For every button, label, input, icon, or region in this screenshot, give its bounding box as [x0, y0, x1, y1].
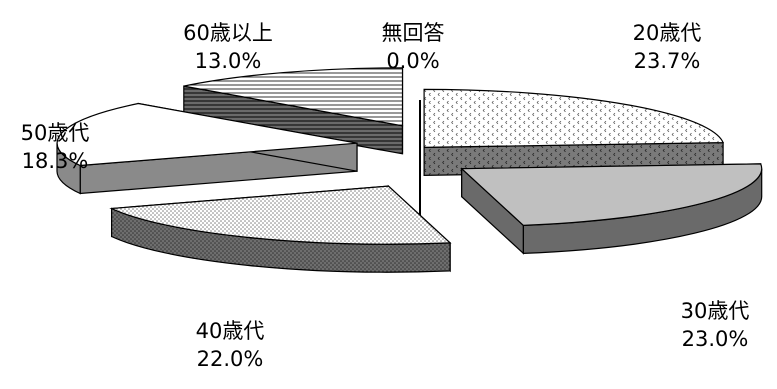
slice-label-4: 50歳代 [21, 121, 90, 145]
pie-slice-top [56, 102, 358, 167]
slice-label-6: 無回答 [382, 21, 445, 45]
slice-value-label-1: 23.7% [634, 49, 701, 73]
pie-slice-1 [423, 88, 725, 177]
pie-labels: 20歳代 23.7% 30歳代 23.0% 40歳代 22.0% 50歳代 18.3% 60歳以… [21, 21, 750, 371]
slice-value-label-4: 18.3% [22, 149, 89, 173]
pie-slice-top [423, 88, 725, 149]
slice-label-5: 60歳以上 [183, 21, 273, 45]
pie-slice-top [183, 67, 404, 127]
slice-label-3: 40歳代 [196, 319, 265, 343]
pie-slice-top [109, 185, 452, 245]
slice-value-label-6: 0.0% [386, 49, 439, 73]
slice-label-1: 20歳代 [633, 21, 702, 45]
pie-slice-4 [56, 102, 358, 195]
slice-label-2: 30歳代 [681, 299, 750, 323]
slice-value-label-2: 23.0% [682, 327, 749, 351]
pie-slice-top [460, 163, 763, 227]
pie-slice-2 [460, 163, 763, 255]
pie-slice-3 [109, 184, 452, 273]
pie-slice-5 [183, 67, 404, 155]
pie-slices [56, 67, 763, 273]
slice-value-label-5: 13.0% [195, 49, 262, 73]
slice-value-label-3: 22.0% [197, 347, 264, 371]
